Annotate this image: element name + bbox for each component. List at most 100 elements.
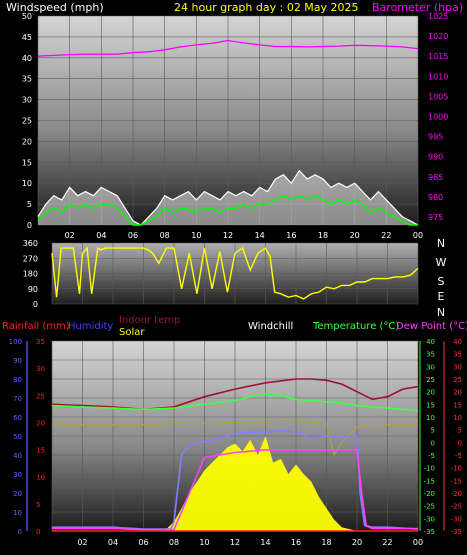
windspeed-axis-title: Windspeed (mph) [6,1,104,14]
barometer-tick-label: 975 [428,213,443,222]
dew-point-tick-label: 40 [453,338,462,346]
windspeed-tick-label: 30 [22,96,32,105]
x-tick-label: 04 [108,538,118,547]
windspeed-tick-label: 0 [27,221,32,230]
humidity-tick-label: 30 [13,471,22,479]
dew-point-tick-label: -15 [451,477,462,485]
rainfall-tick-label: 0 [36,528,40,536]
windspeed-tick-label: 25 [22,117,32,126]
temperature-tick-label: 30 [426,363,435,371]
direction-panel-grid [51,242,419,305]
temperature-tick-label: 10 [426,414,435,422]
barometer-tick-label: 985 [428,173,443,182]
windchill-legend: Windchill [248,321,293,332]
compass-letter-n: N [437,237,445,250]
temperature-tick-label: 25 [426,376,435,384]
barometer-axis-title: Barometer (hpa) [372,1,463,14]
x-tick-label: 16 [286,231,296,240]
direction-tick-label: 180 [23,270,38,279]
barometer-tick-label: 980 [428,193,443,202]
wind-gust-area [38,170,418,225]
humidity-tick-label: 0 [18,528,22,536]
rainfall-legend: Rainfall (mm) [2,321,70,332]
barometer-tick-label: 995 [428,133,443,142]
direction-tick-label: 270 [23,254,38,263]
compass-letter-n: N [437,306,445,319]
x-tick-label: 18 [321,538,331,547]
dew-point-tick-label: 0 [458,439,462,447]
humidity-tick-label: 60 [13,414,22,422]
x-tick-label: 20 [350,231,360,240]
rainfall-tick-label: 25 [36,392,45,400]
rainfall-tick-label: 5 [36,501,40,509]
temperature-legend: Temperature (°C) [312,321,399,332]
x-tick-label: 00 [413,231,423,240]
barometer-tick-label: 1020 [428,32,448,41]
humidity-tick-label: 90 [13,357,22,365]
temperature-tick-label: -25 [424,503,435,511]
barometer-tick-label: 1025 [428,12,448,21]
humidity-tick-label: 10 [13,509,22,517]
windchill-line [52,420,418,457]
windspeed-tick-label: 40 [22,54,32,63]
dew-point-tick-label: -35 [451,528,462,536]
dew-point-tick-label: -20 [451,490,462,498]
dew-point-tick-label: 10 [453,414,462,422]
temperature-tick-label: -10 [424,465,435,473]
temperature-panel-series [51,378,419,532]
humidity-tick-label: 50 [13,433,22,441]
dew-point-tick-label: 25 [453,376,462,384]
temperature-tick-label: -30 [424,515,435,523]
solar-area [52,436,418,531]
humidity-tick-label: 20 [13,490,22,498]
temperature-tick-label: 0 [431,439,435,447]
humidity-tick-label: 80 [13,376,22,384]
rainfall-tick-label: 30 [36,365,45,373]
windspeed-tick-label: 10 [22,179,32,188]
barometer-tick-label: 990 [428,153,443,162]
wind-direction-line [51,246,419,300]
dew-point-tick-label: -10 [451,465,462,473]
chart-title: 24 hour graph day : 02 May 2025 [174,1,359,14]
windspeed-tick-label: 5 [27,200,32,209]
windspeed-axis-ticks: 0 5 10 15 20 25 30 35 40 45 50 [22,12,32,230]
compass-letter-w: W [436,256,447,269]
temperature-line [51,393,419,412]
x-tick-label: 18 [318,231,328,240]
wind-panel-series [37,39,419,226]
x-tick-label: 22 [381,231,391,240]
rainfall-tick-label: 10 [36,474,45,482]
dew-point-tick-label: 20 [453,389,462,397]
x-tick-label: 04 [96,231,106,240]
humidity-tick-label: 40 [13,452,22,460]
x-tick-label: 08 [160,231,170,240]
wind-panel-x-ticks: 02 04 06 08 10 12 14 16 18 20 22 00 [65,231,424,240]
x-tick-label: 20 [352,538,362,547]
rainfall-tick-label: 20 [36,419,45,427]
windspeed-tick-label: 35 [22,75,32,84]
windspeed-tick-label: 50 [22,12,32,21]
windspeed-tick-label: 45 [22,33,32,42]
temperature-tick-label: 40 [426,338,435,346]
direction-tick-label: 0 [33,300,38,309]
temperature-tick-label: -35 [424,528,435,536]
x-tick-label: 06 [138,538,148,547]
temperature-tick-label: -20 [424,490,435,498]
x-tick-label: 16 [291,538,301,547]
windspeed-tick-label: 15 [22,158,32,167]
humidity-tick-label: 100 [9,338,22,346]
barometer-tick-label: 1000 [428,112,448,121]
dew-point-tick-label: 15 [453,401,462,409]
rainfall-tick-label: 15 [36,447,45,455]
x-tick-label: 14 [255,231,265,240]
windspeed-tick-label: 20 [22,137,32,146]
temperature-tick-label: 20 [426,389,435,397]
dew-point-line [52,449,418,531]
indoor-temp-legend: Indoor temp [119,315,180,326]
barometer-axis-ticks: 975 980 985 990 995 1000 1005 1010 1015 1020 1025 [428,12,448,222]
wind-gust-line [37,169,419,226]
x-tick-label: 02 [77,538,87,547]
barometer-line [37,39,419,57]
